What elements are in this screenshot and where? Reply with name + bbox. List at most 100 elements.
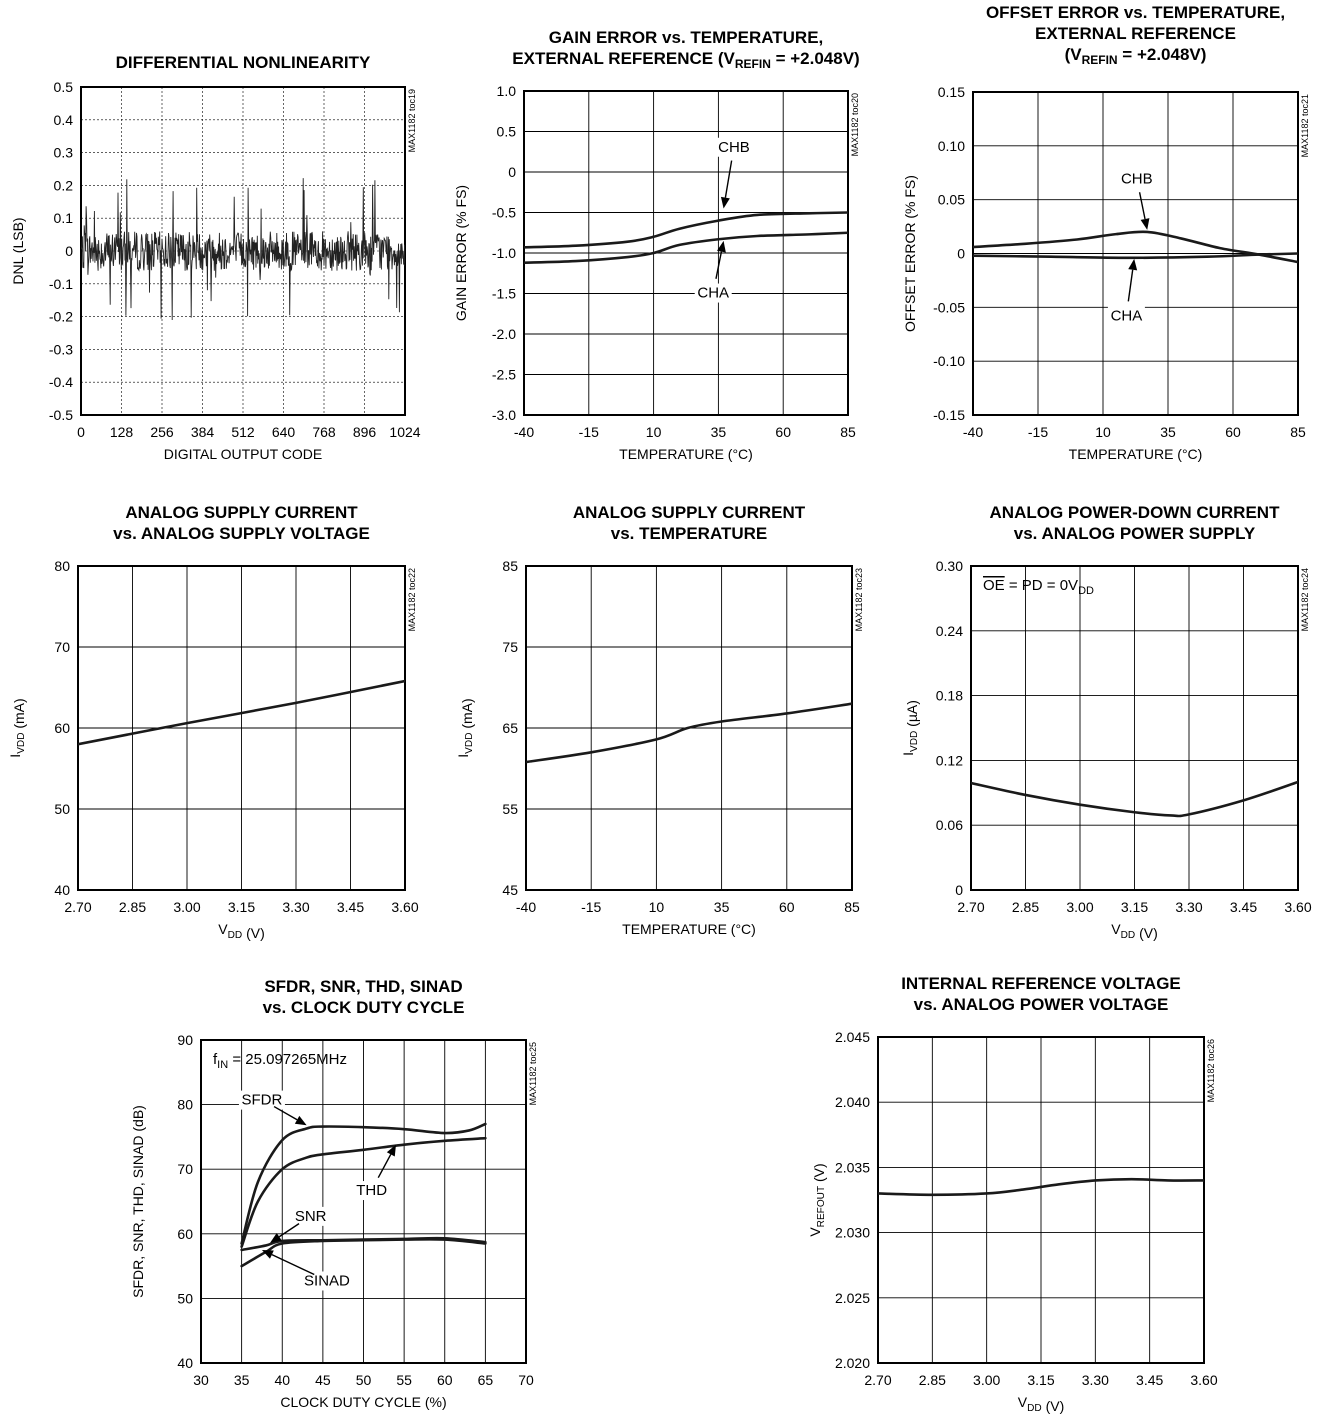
y-tick-label: 0.06 [936,817,963,833]
y-tick-label: 60 [54,720,70,736]
figure-id-label: MAX1182 toc22 [407,568,417,631]
series-cha [973,252,1298,260]
x-axis-label: VDD (V) [1018,1394,1064,1414]
x-tick-label: 3.00 [973,1372,1000,1388]
x-tick-label: 85 [844,899,860,915]
y-axis-label: IVDD (µA) [900,700,920,756]
plot-frame [525,565,853,891]
x-axis-label: VDD (V) [218,921,264,941]
y-tick-label: 0 [508,164,516,180]
figure-id-label: MAX1182 toc21 [1300,94,1310,157]
annotation-label: CHA [697,285,729,302]
x-tick-label: 384 [191,424,215,440]
chart-title: OFFSET ERROR vs. TEMPERATURE, [986,3,1285,22]
annotation-label: SFDR [242,1092,283,1109]
y-tick-label: 2.035 [835,1159,870,1175]
x-tick-label: 3.45 [337,899,364,915]
annotation-bg [353,1181,391,1201]
y-tick-label: 0.4 [54,112,74,128]
y-tick-label: 0.2 [54,177,74,193]
y-tick-label: 0.24 [936,623,963,639]
annotation-arrowhead [294,1115,307,1126]
y-tick-label: 60 [177,1226,193,1242]
annotation-bg [1118,169,1156,189]
plot-frame [200,1039,527,1364]
x-tick-label: 10 [649,899,665,915]
x-tick-label: 3.60 [1284,899,1311,915]
y-tick-label: 2.020 [835,1355,870,1371]
chart-5: ANALOG SUPPLY CURRENT vs. TEMPERATURE -40 -… [455,503,864,937]
chart-title: ANALOG SUPPLY CURRENT [125,503,358,522]
x-tick-label: 35 [711,424,727,440]
y-axis-label: VREFOUT (V) [807,1163,827,1236]
y-tick-label: 50 [177,1290,193,1306]
x-tick-label: 3.15 [1027,1372,1054,1388]
y-tick-label: 80 [54,558,70,574]
x-tick-label: 512 [231,424,255,440]
x-tick-label: 3.60 [391,899,418,915]
chart-title: (VREFIN = +2.048V) [1065,45,1207,67]
annotation-arrow [1127,269,1134,302]
y-tick-label: 90 [177,1032,193,1048]
y-tick-label: -0.10 [933,353,965,369]
plot-frame [523,90,849,416]
y-tick-label: 85 [502,558,518,574]
x-tick-label: 3.30 [1082,1372,1109,1388]
annotation-bg [715,137,753,157]
y-tick-label: 40 [54,882,70,898]
x-tick-label: 65 [478,1372,494,1388]
x-tick-label: 45 [315,1372,331,1388]
chart-title: EXTERNAL REFERENCE (VREFIN = +2.048V) [512,49,859,71]
y-tick-label: 70 [177,1161,193,1177]
annotation-arrowhead [1128,258,1138,271]
dnl-trace [81,178,405,321]
annotation-label: CHA [1111,307,1143,324]
y-tick-label: -0.15 [933,407,965,423]
chart-title: EXTERNAL REFERENCE [1035,24,1236,43]
x-tick-label: 2.85 [919,1372,946,1388]
x-axis-label: DIGITAL OUTPUT CODE [164,446,322,462]
figure-id-label: MAX1182 toc20 [850,93,860,156]
chart-title: ANALOG POWER-DOWN CURRENT [990,503,1281,522]
x-tick-label: 30 [193,1372,209,1388]
annotation-bg [292,1206,330,1226]
y-axis-label: GAIN ERROR (% FS) [453,185,469,321]
x-tick-label: 70 [518,1372,534,1388]
y-tick-label: 75 [502,639,518,655]
x-tick-label: 50 [356,1372,372,1388]
x-tick-label: 3.00 [173,899,200,915]
chart-title: vs. CLOCK DUTY CYCLE [263,998,465,1017]
figure-id-label: MAX1182 toc25 [528,1042,538,1105]
y-tick-label: 40 [177,1355,193,1371]
x-tick-label: 3.15 [1121,899,1148,915]
y-tick-label: 50 [54,801,70,817]
figure-id-label: MAX1182 toc23 [854,568,864,631]
x-tick-label: 2.70 [64,899,91,915]
series-chb [973,230,1298,264]
annotation-arrow [1138,192,1146,220]
plot-frame [877,1036,1205,1364]
series-line [971,780,1298,818]
x-tick-label: 85 [840,424,856,440]
chart-title: INTERNAL REFERENCE VOLTAGE [901,974,1181,993]
x-tick-label: 256 [150,424,174,440]
x-tick-label: 3.15 [228,899,255,915]
plot-frame [77,565,406,891]
annotation-arrow [715,251,723,279]
y-tick-label: -1.5 [492,286,516,302]
chart-title: SFDR, SNR, THD, SINAD [264,977,462,996]
annotation-arrowhead [261,1249,274,1259]
y-tick-label: 0.18 [936,688,963,704]
condition-label: fIN = 25.097265MHz [213,1051,347,1071]
series-thd [240,1136,487,1249]
y-tick-label: -2.0 [492,326,516,342]
y-tick-label: 0 [65,243,73,259]
x-axis-label: TEMPERATURE (°C) [622,921,756,937]
y-tick-label: 0.5 [497,124,517,140]
y-tick-label: -0.05 [933,299,965,315]
annotation-arrowhead [720,196,730,209]
y-tick-label: 0 [957,246,965,262]
y-tick-label: 2.045 [835,1029,870,1045]
y-axis-label: IVDD (mA) [455,698,475,757]
